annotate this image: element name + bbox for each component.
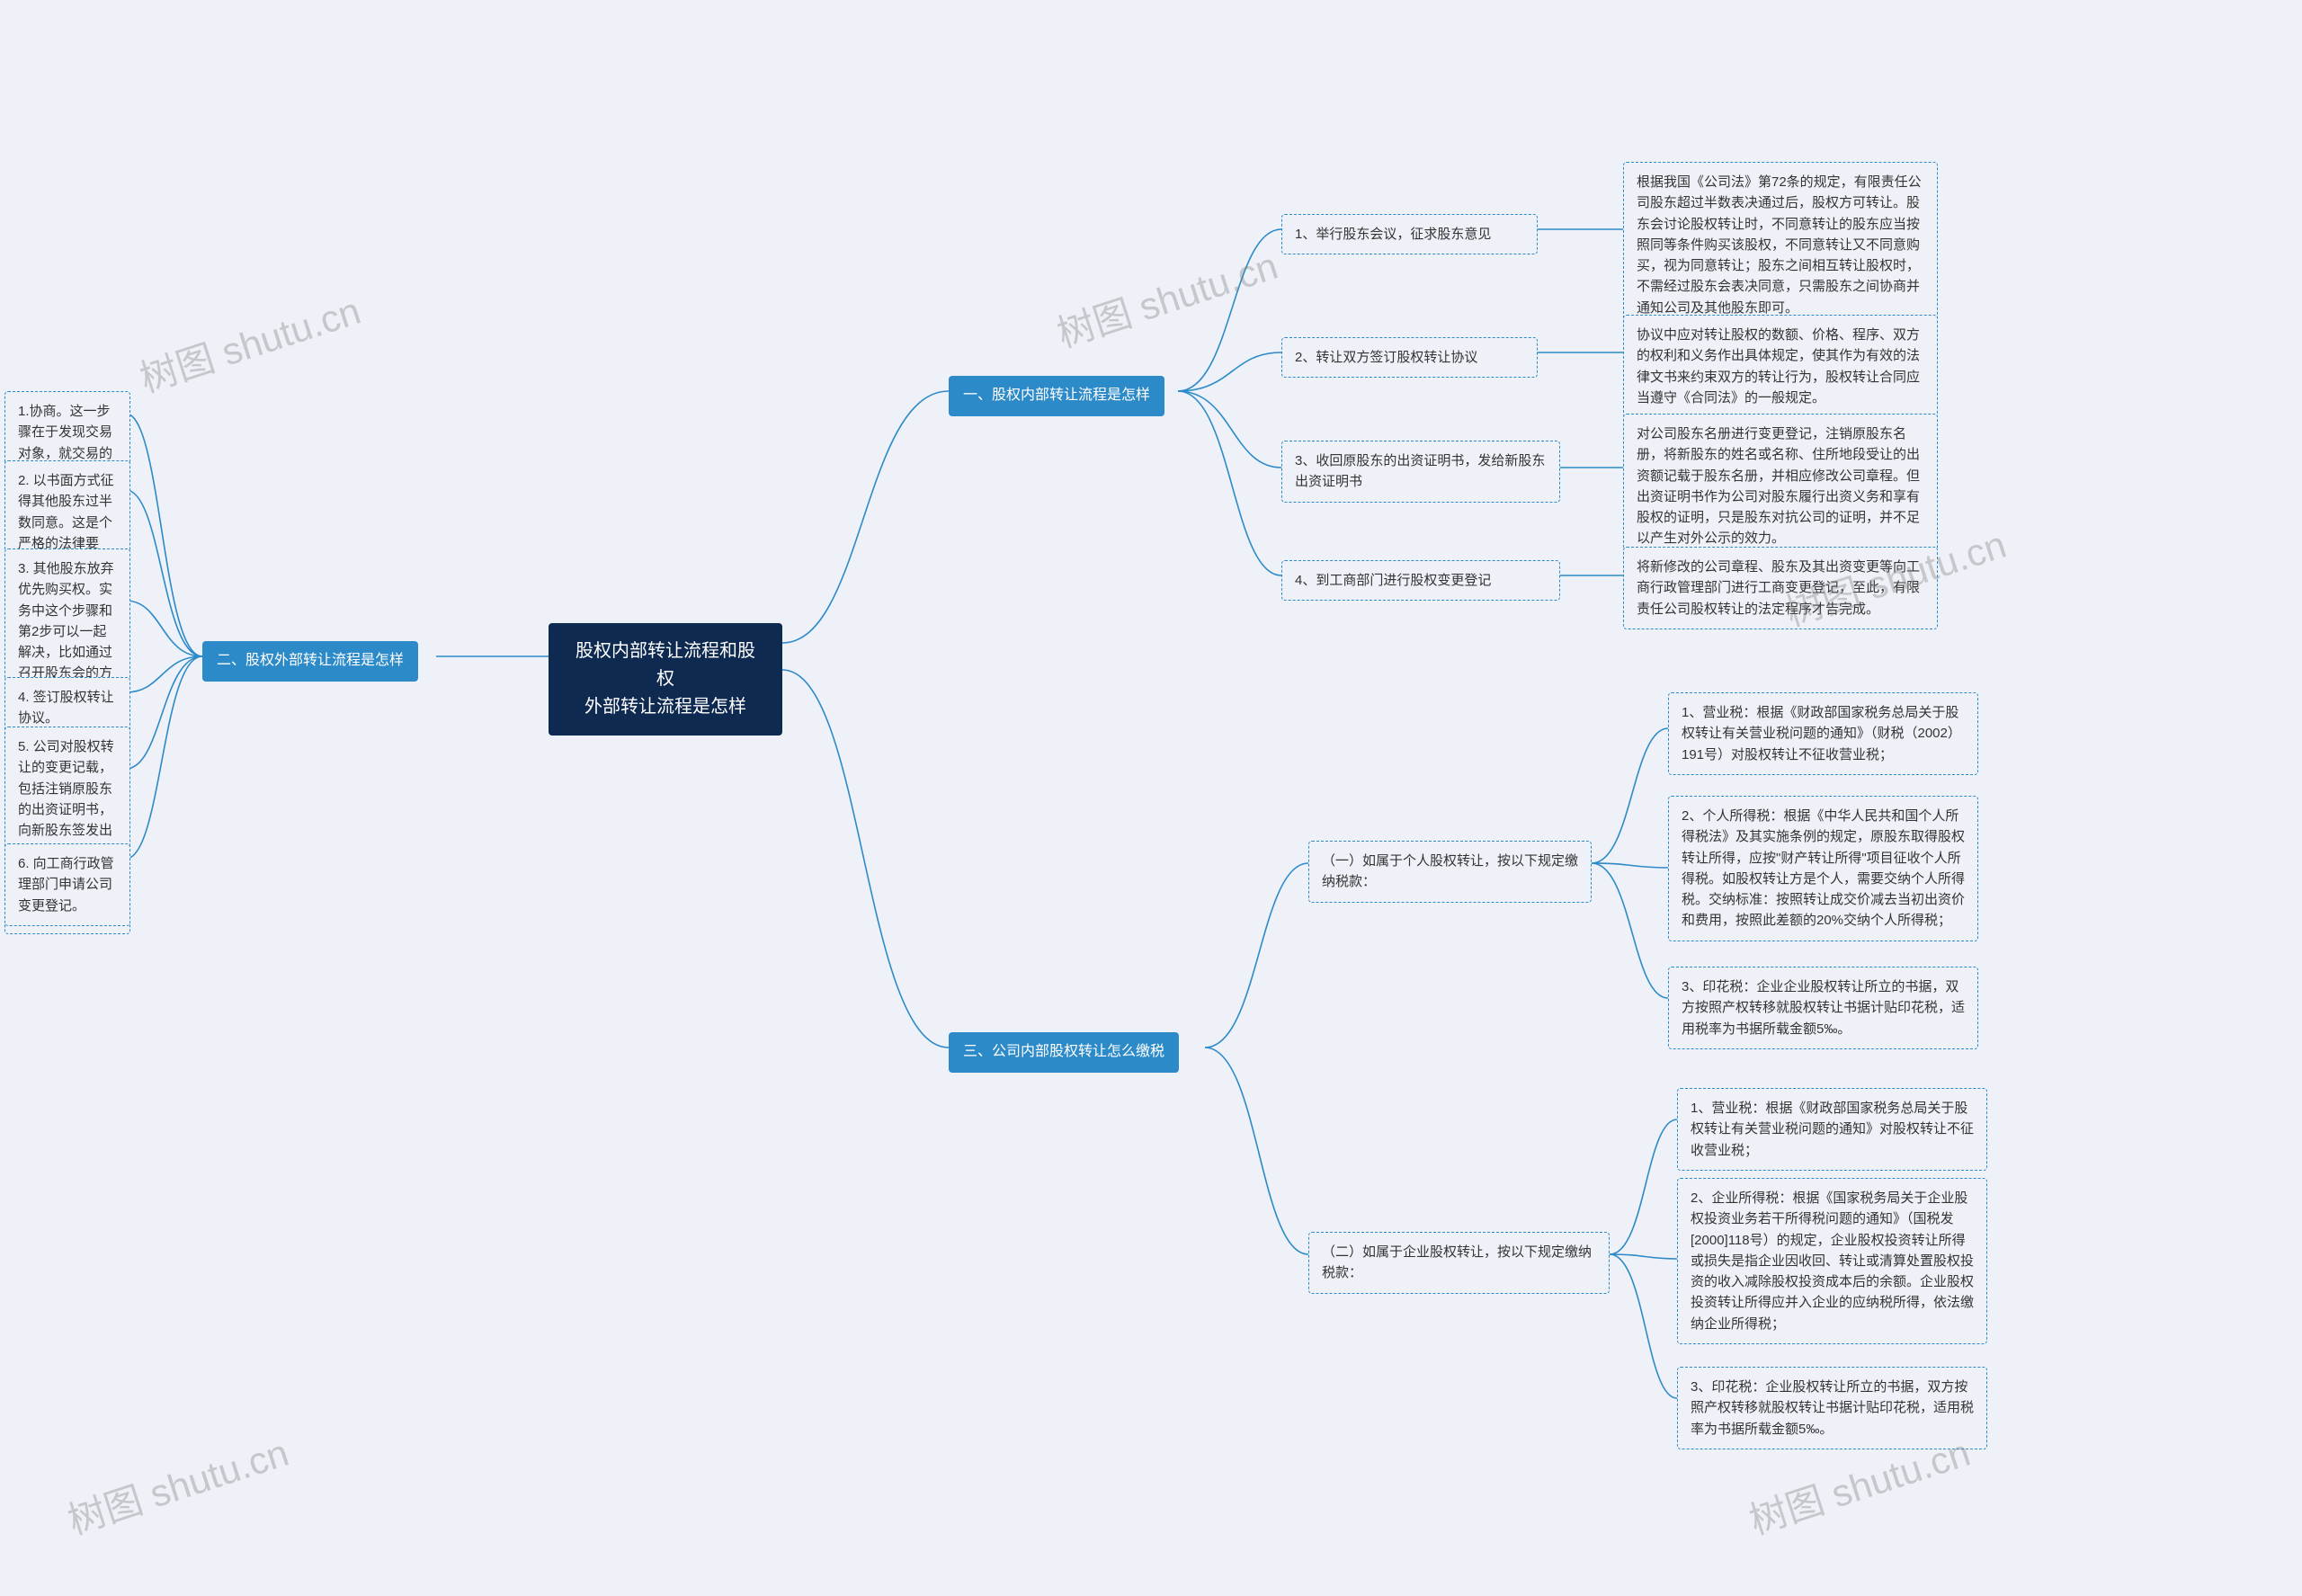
- root-node[interactable]: 股权内部转让流程和股权 外部转让流程是怎样: [549, 623, 782, 736]
- b3-n1-l1: 1、营业税：根据《财政部国家税务总局关于股权转让有关营业税问题的通知》（财税（2…: [1668, 692, 1978, 775]
- b1-n1[interactable]: 1、举行股东会议，征求股东意见: [1281, 214, 1538, 254]
- b3-n1-l1-text: 1、营业税：根据《财政部国家税务总局关于股权转让有关营业税问题的通知》（财税（2…: [1682, 705, 1961, 762]
- b1-n3-label: 3、收回原股东的出资证明书，发给新股东出资证明书: [1295, 453, 1545, 489]
- b1-n4-label: 4、到工商部门进行股权变更登记: [1295, 573, 1491, 588]
- b1-n1-leaf-text: 根据我国《公司法》第72条的规定，有限责任公司股东超过半数表决通过后，股权方可转…: [1637, 174, 1922, 316]
- b3-n2-l2: 2、企业所得税：根据《国家税务局关于企业股权投资业务若干所得税问题的通知》（国税…: [1677, 1178, 1987, 1344]
- watermark: 树图 shutu.cn: [60, 1422, 295, 1546]
- b2-n6: 6. 向工商行政管理部门申请公司变更登记。: [4, 843, 130, 926]
- watermark: 树图 shutu.cn: [1049, 236, 1284, 359]
- mindmap-canvas: 股权内部转让流程和股权 外部转让流程是怎样 一、股权内部转让流程是怎样 1、举行…: [0, 0, 2302, 1596]
- branch-2[interactable]: 二、股权外部转让流程是怎样: [202, 641, 418, 682]
- b1-n3-leaf: 对公司股东名册进行变更登记，注销原股东名册，将新股东的姓名或名称、住所地段受让的…: [1623, 414, 1938, 559]
- b3-n2-l2-text: 2、企业所得税：根据《国家税务局关于企业股权投资业务若干所得税问题的通知》（国税…: [1691, 1190, 1974, 1332]
- b2-n6-text: 6. 向工商行政管理部门申请公司变更登记。: [18, 856, 114, 914]
- b1-n1-leaf: 根据我国《公司法》第72条的规定，有限责任公司股东超过半数表决通过后，股权方可转…: [1623, 162, 1938, 328]
- b3-n1-l2-text: 2、个人所得税：根据《中华人民共和国个人所得税法》及其实施条例的规定，原股东取得…: [1682, 808, 1965, 928]
- b1-n2-label: 2、转让双方签订股权转让协议: [1295, 350, 1477, 365]
- b1-n3[interactable]: 3、收回原股东的出资证明书，发给新股东出资证明书: [1281, 441, 1560, 503]
- b3-n2-label: （二）如属于企业股权转让，按以下规定缴纳税款：: [1322, 1244, 1592, 1280]
- branch-3[interactable]: 三、公司内部股权转让怎么缴税: [949, 1032, 1179, 1073]
- b3-n2-l3-text: 3、印花税：企业股权转让所立的书据，双方按照产权转移就股权转让书据计贴印花税，适…: [1691, 1379, 1974, 1437]
- root-line1: 股权内部转让流程和股权: [576, 641, 755, 689]
- root-line2: 外部转让流程是怎样: [584, 697, 746, 717]
- branch-1-label: 一、股权内部转让流程是怎样: [963, 388, 1150, 403]
- b3-n2[interactable]: （二）如属于企业股权转让，按以下规定缴纳税款：: [1308, 1232, 1610, 1294]
- b1-n1-label: 1、举行股东会议，征求股东意见: [1295, 227, 1491, 242]
- b3-n2-l1-text: 1、营业税：根据《财政部国家税务总局关于股权转让有关营业税问题的通知》对股权转让…: [1691, 1101, 1974, 1158]
- b1-n4[interactable]: 4、到工商部门进行股权变更登记: [1281, 560, 1560, 601]
- b3-n1-l3: 3、印花税：企业企业股权转让所立的书据，双方按照产权转移就股权转让书据计贴印花税…: [1668, 967, 1978, 1049]
- b3-n1-label: （一）如属于个人股权转让，按以下规定缴纳税款：: [1322, 853, 1578, 889]
- b3-n1-l2: 2、个人所得税：根据《中华人民共和国个人所得税法》及其实施条例的规定，原股东取得…: [1668, 796, 1978, 941]
- watermark: 树图 shutu.cn: [132, 281, 367, 404]
- branch-3-label: 三、公司内部股权转让怎么缴税: [963, 1044, 1164, 1059]
- b3-n2-l3: 3、印花税：企业股权转让所立的书据，双方按照产权转移就股权转让书据计贴印花税，适…: [1677, 1367, 1987, 1449]
- b1-n2[interactable]: 2、转让双方签订股权转让协议: [1281, 337, 1538, 378]
- b3-n2-l1: 1、营业税：根据《财政部国家税务总局关于股权转让有关营业税问题的通知》对股权转让…: [1677, 1088, 1987, 1171]
- branch-1[interactable]: 一、股权内部转让流程是怎样: [949, 376, 1164, 416]
- b1-n4-leaf-text: 将新修改的公司章程、股东及其出资变更等向工商行政管理部门进行工商变更登记，至此，…: [1637, 559, 1920, 617]
- b1-n2-leaf-text: 协议中应对转让股权的数额、价格、程序、双方的权利和义务作出具体规定，使其作为有效…: [1637, 327, 1920, 406]
- b2-n4-text: 4. 签订股权转让协议。: [18, 690, 114, 726]
- b3-n1-l3-text: 3、印花税：企业企业股权转让所立的书据，双方按照产权转移就股权转让书据计贴印花税…: [1682, 979, 1965, 1037]
- b1-n4-leaf: 将新修改的公司章程、股东及其出资变更等向工商行政管理部门进行工商变更登记，至此，…: [1623, 547, 1938, 629]
- branch-2-label: 二、股权外部转让流程是怎样: [217, 653, 404, 668]
- b3-n1[interactable]: （一）如属于个人股权转让，按以下规定缴纳税款：: [1308, 841, 1592, 903]
- b1-n3-leaf-text: 对公司股东名册进行变更登记，注销原股东名册，将新股东的姓名或名称、住所地段受让的…: [1637, 426, 1920, 546]
- b1-n2-leaf: 协议中应对转让股权的数额、价格、程序、双方的权利和义务作出具体规定，使其作为有效…: [1623, 315, 1938, 418]
